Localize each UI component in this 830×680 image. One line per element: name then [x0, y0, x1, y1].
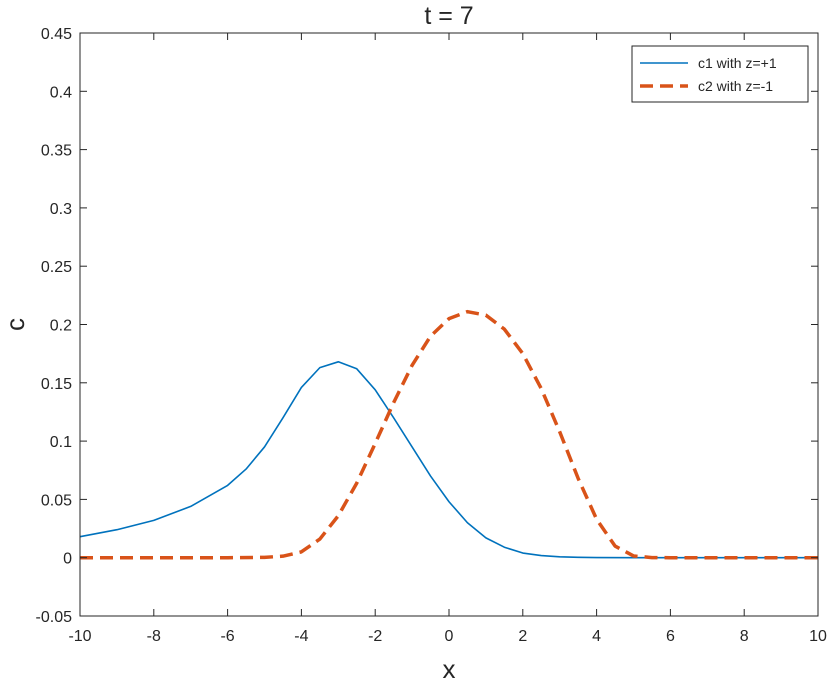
y-axis-label: c: [0, 318, 30, 331]
y-tick-label: 0.05: [41, 492, 72, 509]
x-tick-label: -2: [368, 628, 382, 645]
y-tick-label: 0: [63, 551, 72, 568]
plot-frame: [79, 32, 819, 617]
y-tick-label: 0.1: [50, 434, 72, 451]
y-tick-label: 0.2: [50, 318, 72, 335]
chart-title: t = 7: [424, 2, 473, 30]
axes: -10 -8 -6 -4 -2 0 2 4 6 8 10 -0.05 0 0.05 0.1 0.15 0.2 0.…: [36, 26, 827, 645]
x-tick-label: -6: [220, 628, 234, 645]
x-tick-label: 2: [518, 628, 527, 645]
x-axis-label: x: [443, 654, 456, 680]
y-tick-label: 0.3: [50, 201, 72, 218]
y-tick-label: 0.25: [41, 259, 72, 276]
y-tick-label: 0.35: [41, 143, 72, 160]
x-tick-label: -10: [68, 628, 91, 645]
series-line-1: [79, 361, 818, 559]
legend-label-2: c2 with z=-1: [698, 78, 773, 94]
y-tick-label: 0.15: [41, 376, 72, 393]
legend-label-1: c1 with z=+1: [698, 55, 777, 71]
series-layer: [79, 309, 818, 560]
x-tick-label: 4: [592, 628, 601, 645]
x-tick-label: 6: [666, 628, 675, 645]
x-tick-label: 0: [445, 628, 454, 645]
y-tick-label: 0.45: [41, 26, 72, 43]
legend: c1 with z=+1 c2 with z=-1: [631, 45, 809, 103]
x-tick-label: -4: [294, 628, 308, 645]
y-tick-label: -0.05: [36, 609, 73, 626]
y-tick-label: 0.4: [50, 84, 72, 101]
legend-box: [631, 45, 809, 103]
x-tick-label: 10: [809, 628, 827, 645]
x-tick-label: 8: [740, 628, 749, 645]
x-tick-label: -8: [147, 628, 161, 645]
series-line-2: [80, 309, 818, 560]
